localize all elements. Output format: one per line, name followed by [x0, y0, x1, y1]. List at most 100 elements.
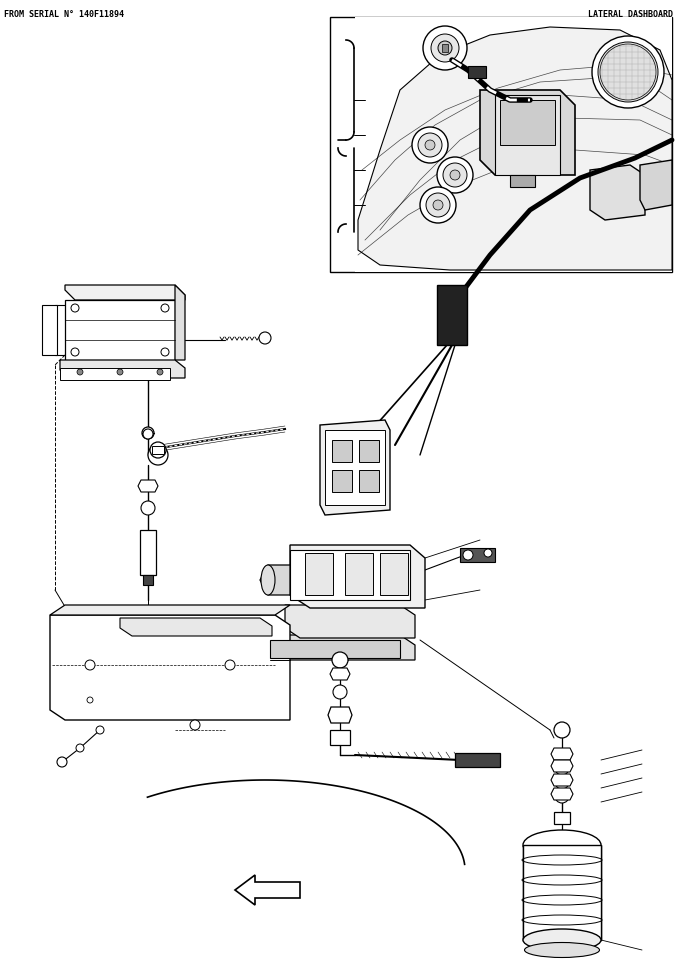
Circle shape: [555, 761, 569, 775]
Polygon shape: [285, 605, 415, 638]
Bar: [500, 100, 555, 145]
Polygon shape: [330, 668, 350, 680]
Bar: [332, 470, 352, 492]
Bar: [468, 66, 486, 78]
Bar: [345, 553, 373, 595]
Polygon shape: [480, 90, 575, 175]
Circle shape: [555, 789, 569, 803]
Polygon shape: [551, 774, 573, 786]
Bar: [442, 44, 448, 52]
Ellipse shape: [523, 830, 601, 860]
Polygon shape: [270, 635, 415, 660]
Circle shape: [77, 369, 83, 375]
Circle shape: [420, 187, 456, 223]
Circle shape: [148, 445, 168, 465]
Circle shape: [161, 304, 169, 312]
Circle shape: [259, 332, 271, 344]
Circle shape: [438, 41, 452, 55]
Bar: [290, 550, 410, 600]
Circle shape: [71, 304, 79, 312]
Bar: [330, 730, 350, 745]
Circle shape: [555, 749, 569, 763]
Bar: [143, 575, 153, 585]
Circle shape: [141, 501, 155, 515]
Polygon shape: [320, 420, 390, 515]
Polygon shape: [590, 165, 645, 220]
Circle shape: [433, 200, 443, 210]
Circle shape: [598, 42, 658, 102]
Polygon shape: [355, 17, 672, 272]
Polygon shape: [551, 748, 573, 760]
Bar: [330, 17, 672, 272]
Circle shape: [463, 550, 473, 560]
Polygon shape: [138, 480, 158, 492]
Circle shape: [425, 140, 435, 150]
Ellipse shape: [261, 565, 275, 595]
Bar: [270, 640, 400, 658]
Bar: [140, 530, 156, 575]
Bar: [455, 753, 500, 767]
Ellipse shape: [523, 929, 601, 951]
Polygon shape: [358, 27, 672, 270]
Circle shape: [426, 193, 450, 217]
Circle shape: [76, 744, 84, 752]
Bar: [495, 95, 560, 175]
Circle shape: [418, 133, 442, 157]
Bar: [437, 285, 467, 345]
Text: LATERAL DASHBOARD: LATERAL DASHBOARD: [588, 10, 673, 19]
Circle shape: [431, 34, 459, 62]
Circle shape: [190, 720, 200, 730]
Bar: [60, 368, 170, 380]
Circle shape: [555, 775, 569, 789]
Polygon shape: [551, 760, 573, 772]
Circle shape: [87, 697, 93, 703]
Polygon shape: [640, 160, 672, 210]
Circle shape: [332, 652, 348, 668]
Polygon shape: [60, 360, 185, 378]
Polygon shape: [290, 545, 425, 608]
Circle shape: [142, 427, 154, 439]
Bar: [359, 440, 379, 462]
Circle shape: [333, 685, 347, 699]
Bar: [554, 812, 570, 824]
Circle shape: [225, 660, 235, 670]
Circle shape: [450, 170, 460, 180]
Polygon shape: [235, 875, 300, 905]
Circle shape: [150, 442, 166, 458]
Circle shape: [437, 157, 473, 193]
Polygon shape: [328, 707, 352, 723]
Bar: [332, 440, 352, 462]
Bar: [523, 845, 601, 940]
Polygon shape: [50, 605, 290, 615]
Circle shape: [423, 26, 467, 70]
Polygon shape: [551, 788, 573, 800]
Circle shape: [71, 348, 79, 356]
Polygon shape: [120, 618, 272, 636]
Polygon shape: [175, 285, 185, 360]
Bar: [305, 553, 333, 595]
Circle shape: [96, 726, 104, 734]
Circle shape: [143, 429, 153, 439]
Circle shape: [412, 127, 448, 163]
Polygon shape: [50, 615, 290, 720]
Bar: [325, 430, 385, 505]
Polygon shape: [260, 565, 290, 595]
Circle shape: [161, 348, 169, 356]
Bar: [152, 446, 164, 454]
Circle shape: [554, 722, 570, 738]
Bar: [359, 470, 379, 492]
Circle shape: [85, 660, 95, 670]
Bar: [65, 300, 175, 365]
Circle shape: [592, 36, 664, 108]
Text: FROM SERIAL N° 140F11894: FROM SERIAL N° 140F11894: [4, 10, 124, 19]
Circle shape: [484, 549, 492, 557]
Polygon shape: [65, 285, 185, 300]
Circle shape: [157, 369, 163, 375]
Circle shape: [117, 369, 123, 375]
Circle shape: [57, 757, 67, 767]
Bar: [380, 553, 408, 595]
Bar: [510, 175, 535, 187]
Ellipse shape: [525, 943, 600, 957]
Circle shape: [443, 163, 467, 187]
Bar: [460, 548, 495, 562]
